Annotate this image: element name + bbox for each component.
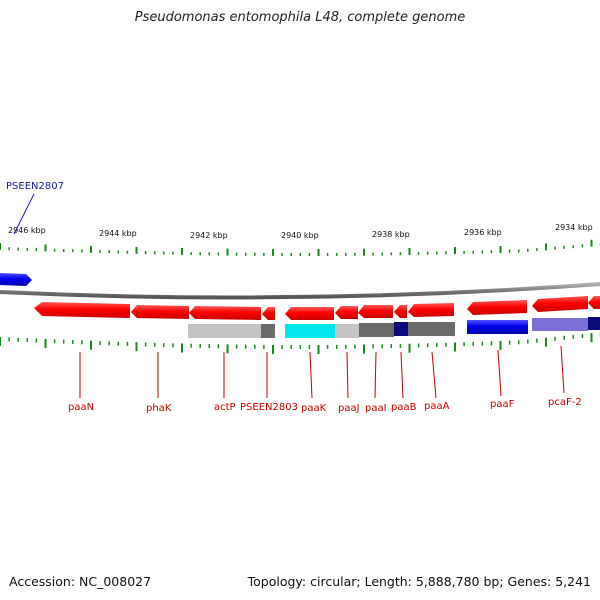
gene-arrow-PSEEN2803[interactable]: [262, 307, 275, 320]
genome-title: Pseudomonas entomophila L48, complete ge…: [134, 10, 466, 25]
genome-summary-text: Topology: circular; Length: 5,888,780 bp…: [247, 574, 591, 589]
scale-label: 2946 kbp: [8, 226, 46, 235]
scale-label: 2936 kbp: [464, 228, 502, 237]
scale-label: 2940 kbp: [281, 231, 319, 240]
gene-arrow-partial-right[interactable]: [588, 296, 600, 309]
accession-text: Accession: NC_008027: [9, 574, 152, 589]
gene-label-phaK[interactable]: phaK: [146, 403, 172, 414]
gene-arrow-paaF[interactable]: [467, 300, 527, 315]
scale-label: 2934 kbp: [555, 223, 593, 232]
gene-arrow-paaI[interactable]: [358, 305, 393, 318]
gene-label-paaK[interactable]: paaK: [301, 403, 327, 414]
feature-block-dark-gray-3[interactable]: [408, 322, 455, 336]
scale-label: 2942 kbp: [190, 231, 228, 240]
gene-arrow-paaJ[interactable]: [335, 306, 358, 319]
feature-block-cyan[interactable]: [285, 324, 335, 338]
gene-label-leaders: [79, 345, 565, 399]
scale-ticks-bottom: [0, 332, 600, 354]
feature-block-light-gray[interactable]: [188, 324, 261, 338]
highlighted-gene-leader: [13, 193, 35, 235]
gene-arrow-pcaF-2[interactable]: [532, 296, 588, 312]
gene-arrow-actP[interactable]: [189, 306, 261, 320]
gene-label-pcaF-2[interactable]: pcaF-2: [548, 397, 582, 408]
feature-block-navy-2[interactable]: [588, 317, 600, 330]
gene-label-paaJ[interactable]: paaJ: [338, 403, 360, 414]
gene-arrow-paaK[interactable]: [285, 307, 334, 320]
feature-block-light-gray-2[interactable]: [335, 324, 359, 338]
gene-label-PSEEN2803[interactable]: PSEEN2803: [240, 402, 298, 413]
feature-block-dark-gray-2[interactable]: [359, 323, 394, 337]
feature-block-dark-gray[interactable]: [261, 324, 275, 338]
feature-block-lavender[interactable]: [532, 318, 588, 331]
genome-backbone: [0, 282, 600, 300]
scale-ticks-top: [0, 239, 600, 256]
gene-label-paaN[interactable]: paaN: [68, 402, 94, 413]
feature-block-blue[interactable]: [467, 320, 528, 334]
gene-arrow-paaA[interactable]: [408, 303, 454, 317]
gene-arrow-blue-left[interactable]: [0, 273, 32, 286]
gene-arrow-phaK[interactable]: [131, 305, 189, 319]
gene-label-actP[interactable]: actP: [214, 402, 236, 413]
feature-block-navy[interactable]: [394, 322, 408, 336]
gene-arrow-paaN[interactable]: [34, 302, 130, 318]
gene-label-paaF[interactable]: paaF: [490, 399, 515, 410]
gene-label-paaA[interactable]: paaA: [424, 401, 450, 412]
gene-label-paaB[interactable]: paaB: [391, 402, 417, 413]
gene-arrow-paaB[interactable]: [394, 305, 407, 318]
scale-label: 2944 kbp: [99, 229, 137, 238]
highlighted-gene-label[interactable]: PSEEN2807: [6, 181, 64, 192]
gene-label-paaI[interactable]: paaI: [365, 403, 387, 414]
scale-label: 2938 kbp: [372, 230, 410, 239]
